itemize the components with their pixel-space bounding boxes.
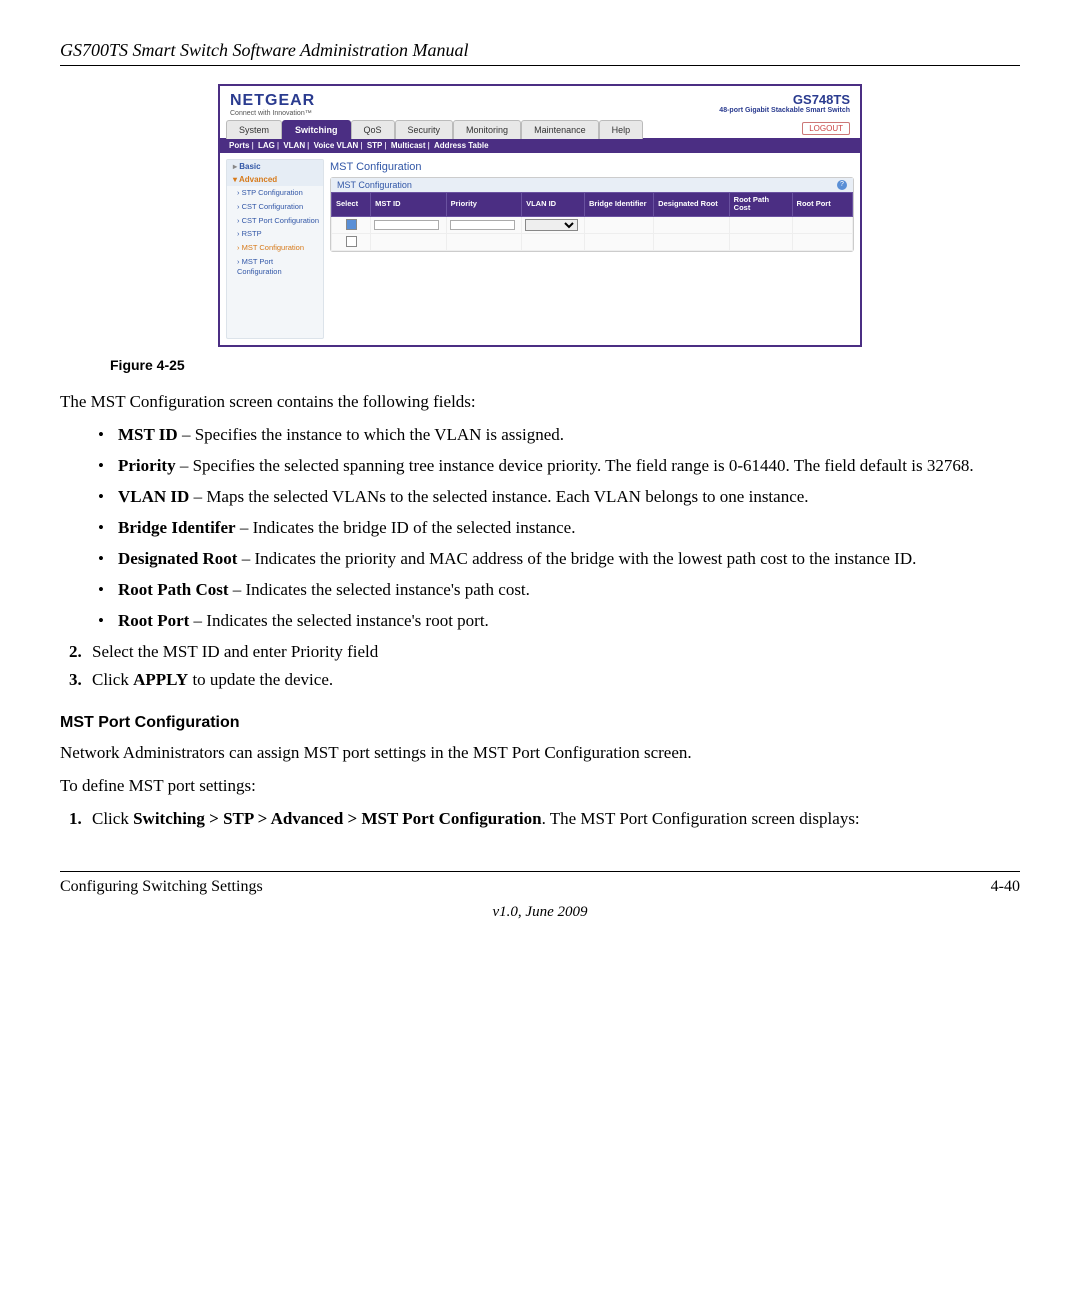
col-select: Select xyxy=(332,193,371,217)
brand-logo: NETGEAR xyxy=(230,92,315,110)
designated-root-cell xyxy=(654,233,729,250)
step-1b: Click Switching > STP > Advanced > MST P… xyxy=(86,808,1020,831)
sidebar-advanced[interactable]: ▾ Advanced xyxy=(227,173,323,186)
model-block: GS748TS 48-port Gigabit Stackable Smart … xyxy=(719,92,850,114)
bridge-id-cell xyxy=(584,216,653,233)
mst-table: Select MST ID Priority VLAN ID Bridge Id… xyxy=(331,192,853,251)
field-root-path-cost: Root Path Cost – Indicates the selected … xyxy=(98,579,1020,602)
sidebar-item-mst-port-config[interactable]: › MST Port Configuration xyxy=(227,255,323,279)
subnav-stp[interactable]: STP xyxy=(367,141,383,150)
manual-header: GS700TS Smart Switch Software Administra… xyxy=(60,40,1020,61)
field-mst-id: MST ID – Specifies the instance to which… xyxy=(98,424,1020,447)
root-path-cost-cell xyxy=(729,233,792,250)
priority-cell xyxy=(446,233,521,250)
steps-list: Select the MST ID and enter Priority fie… xyxy=(60,641,1020,693)
tab-maintenance[interactable]: Maintenance xyxy=(521,120,599,139)
col-root-port: Root Port xyxy=(792,193,852,217)
sub-nav: Ports| LAG| VLAN| Voice VLAN| STP| Multi… xyxy=(220,138,860,153)
table-row xyxy=(332,216,853,233)
panel-header: MST Configuration ? xyxy=(331,178,853,192)
table-header-row: Select MST ID Priority VLAN ID Bridge Id… xyxy=(332,193,853,217)
figure-caption: Figure 4-25 xyxy=(110,357,1020,373)
footer-left: Configuring Switching Settings xyxy=(60,878,263,896)
tab-switching[interactable]: Switching xyxy=(282,120,351,139)
field-designated-root: Designated Root – Indicates the priority… xyxy=(98,548,1020,571)
col-priority: Priority xyxy=(446,193,521,217)
root-port-cell xyxy=(792,233,852,250)
subnav-multicast[interactable]: Multicast xyxy=(391,141,426,150)
main-title: MST Configuration xyxy=(330,161,854,173)
app-screenshot: NETGEAR Connect with Innovation™ GS748TS… xyxy=(218,84,862,347)
step-3: Click APPLY to update the device. xyxy=(86,669,1020,692)
main-tabs: System Switching QoS Security Monitoring… xyxy=(226,119,854,138)
priority-input[interactable] xyxy=(450,220,515,230)
col-bridge-id: Bridge Identifier xyxy=(584,193,653,217)
help-icon[interactable]: ? xyxy=(837,180,847,190)
tab-system[interactable]: System xyxy=(226,120,282,139)
steps-list-2: Click Switching > STP > Advanced > MST P… xyxy=(60,808,1020,831)
col-vlan-id: VLAN ID xyxy=(522,193,585,217)
bridge-id-cell xyxy=(584,233,653,250)
sidebar-item-mst-config[interactable]: › MST Configuration xyxy=(227,241,323,255)
step-2: Select the MST ID and enter Priority fie… xyxy=(86,641,1020,664)
section-mst-port-heading: MST Port Configuration xyxy=(60,714,1020,732)
vlan-id-cell xyxy=(522,233,585,250)
tab-qos[interactable]: QoS xyxy=(351,120,395,139)
subnav-voice-vlan[interactable]: Voice VLAN xyxy=(314,141,359,150)
subnav-address-table[interactable]: Address Table xyxy=(434,141,489,150)
col-mst-id: MST ID xyxy=(371,193,446,217)
page-footer: Configuring Switching Settings 4-40 xyxy=(60,878,1020,896)
sidebar: ▸ Basic ▾ Advanced › STP Configuration ›… xyxy=(226,159,324,339)
footer-rule xyxy=(60,871,1020,872)
root-port-cell xyxy=(792,216,852,233)
field-vlan-id: VLAN ID – Maps the selected VLANs to the… xyxy=(98,486,1020,509)
panel-title: MST Configuration xyxy=(337,180,412,190)
tab-security[interactable]: Security xyxy=(395,120,454,139)
brand-tagline: Connect with Innovation™ xyxy=(230,110,315,117)
screenshot-container: NETGEAR Connect with Innovation™ GS748TS… xyxy=(60,84,1020,347)
col-root-path-cost: Root Path Cost xyxy=(729,193,792,217)
sidebar-item-cst-config[interactable]: › CST Configuration xyxy=(227,200,323,214)
designated-root-cell xyxy=(654,216,729,233)
tab-help[interactable]: Help xyxy=(599,120,644,139)
subnav-lag[interactable]: LAG xyxy=(258,141,275,150)
sidebar-item-rstp[interactable]: › RSTP xyxy=(227,227,323,241)
col-designated-root: Designated Root xyxy=(654,193,729,217)
root-path-cost-cell xyxy=(729,216,792,233)
field-priority: Priority – Specifies the selected spanni… xyxy=(98,455,1020,478)
section2-p1: Network Administrators can assign MST po… xyxy=(60,742,1020,765)
header-rule xyxy=(60,65,1020,66)
subnav-ports[interactable]: Ports xyxy=(229,141,249,150)
mst-id-input[interactable] xyxy=(374,220,439,230)
field-bridge-identifier: Bridge Identifer – Indicates the bridge … xyxy=(98,517,1020,540)
row-select-checkbox[interactable] xyxy=(346,219,357,230)
model-sublabel: 48-port Gigabit Stackable Smart Switch xyxy=(719,107,850,114)
table-row xyxy=(332,233,853,250)
footer-version: v1.0, June 2009 xyxy=(60,904,1020,921)
logout-button[interactable]: LOGOUT xyxy=(802,122,850,135)
subnav-vlan[interactable]: VLAN xyxy=(283,141,305,150)
app-body: ▸ Basic ▾ Advanced › STP Configuration ›… xyxy=(220,153,860,345)
footer-right: 4-40 xyxy=(991,878,1020,896)
brand-block: NETGEAR Connect with Innovation™ xyxy=(230,92,315,117)
vlan-id-select[interactable] xyxy=(525,219,578,231)
intro-text: The MST Configuration screen contains th… xyxy=(60,391,1020,414)
field-root-port: Root Port – Indicates the selected insta… xyxy=(98,610,1020,633)
app-topbar: NETGEAR Connect with Innovation™ GS748TS… xyxy=(220,86,860,119)
section2-p2: To define MST port settings: xyxy=(60,775,1020,798)
main-panel: MST Configuration MST Configuration ? xyxy=(330,159,854,339)
model-label: GS748TS xyxy=(719,92,850,107)
sidebar-item-stp-config[interactable]: › STP Configuration xyxy=(227,186,323,200)
sidebar-item-cst-port-config[interactable]: › CST Port Configuration xyxy=(227,214,323,228)
sidebar-basic[interactable]: ▸ Basic xyxy=(227,160,323,173)
row-select-checkbox[interactable] xyxy=(346,236,357,247)
tab-monitoring[interactable]: Monitoring xyxy=(453,120,521,139)
field-list: MST ID – Specifies the instance to which… xyxy=(98,424,1020,633)
mst-id-cell xyxy=(371,233,446,250)
config-panel: MST Configuration ? Select MST ID xyxy=(330,177,854,252)
